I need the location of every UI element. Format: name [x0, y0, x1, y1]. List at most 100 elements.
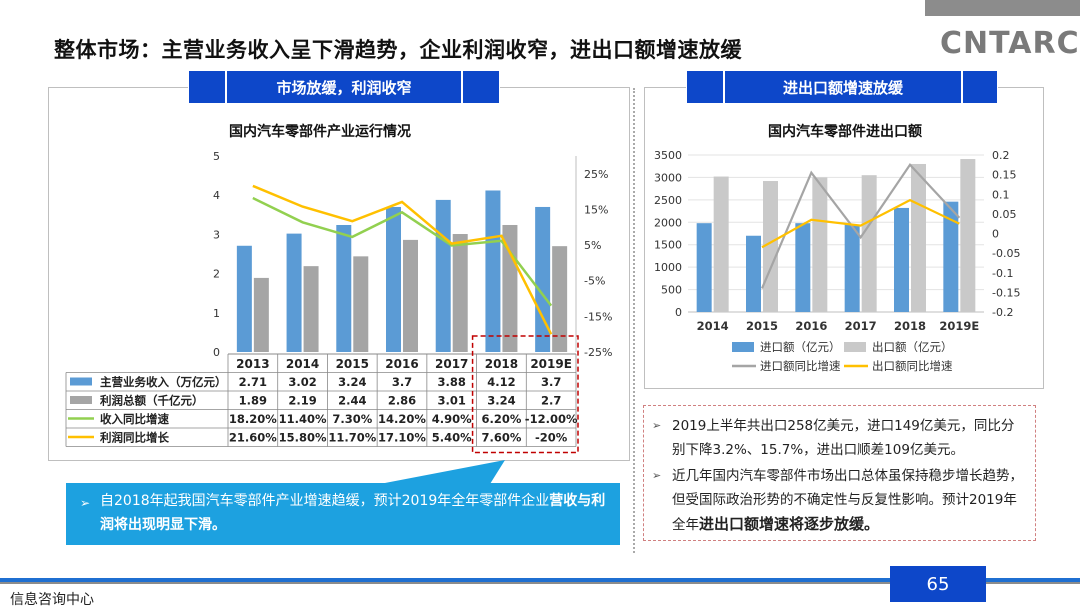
x-tick-label: 2019E — [939, 319, 979, 333]
export-bar — [812, 177, 828, 312]
y2-tick-label: -15% — [584, 310, 612, 323]
table-cell: 3.7 — [541, 375, 561, 389]
notes-box: ➢ 2019上半年共出口258亿美元，进口149亿美元，同比分别下降3.2%、1… — [643, 405, 1036, 541]
table-cell: 4.12 — [487, 375, 515, 389]
company-logo: CNTARC — [940, 26, 1080, 61]
table-cell: 4.90% — [432, 412, 472, 426]
table-cell: 3.24 — [487, 394, 515, 408]
table-cell: 11.40% — [279, 412, 327, 426]
highlight-box — [471, 335, 579, 454]
import-bar — [795, 223, 811, 312]
legend-label: 进口额同比增速 — [760, 359, 841, 373]
legend-swatch — [70, 396, 92, 404]
table-cell: 7.60% — [481, 431, 521, 445]
table-cell: 2.86 — [388, 394, 416, 408]
legend-label: 利润同比增长 — [99, 431, 169, 445]
y2-tick-label: 0.1 — [992, 188, 1010, 201]
table-cell: 11.70% — [328, 431, 376, 445]
profit-growth-line — [252, 184, 553, 335]
y2-tick-label: 25% — [584, 168, 608, 181]
x-tick-label: 2013 — [236, 357, 269, 371]
right-header-left-block — [686, 70, 724, 104]
x-tick-label: 2015 — [336, 357, 369, 371]
legend-label: 出口额（亿元） — [872, 340, 953, 354]
export-growth-line — [761, 198, 960, 249]
x-tick-label: 2018 — [485, 357, 518, 371]
note-item: ➢ 近几年国内汽车零部件市场出口总体虽保持稳步增长趋势，但受国际政治形势的不确定… — [652, 464, 1027, 537]
table-cell: 17.10% — [378, 431, 426, 445]
y-tick-label: 1000 — [654, 261, 682, 274]
table-cell: 2.71 — [239, 375, 267, 389]
table-cell: -20% — [535, 431, 568, 445]
right-header: 进出口额增速放缓 — [724, 70, 962, 104]
table-cell: 15.80% — [279, 431, 327, 445]
y2-tick-label: 5% — [584, 239, 601, 252]
left-header-right-block — [462, 70, 500, 104]
y2-tick-label: 0 — [992, 228, 999, 241]
x-tick-label: 2015 — [746, 319, 778, 333]
y-tick-label: 5 — [213, 150, 220, 163]
import-bar — [894, 207, 909, 312]
revenue-bar — [485, 190, 501, 352]
note-item: ➢ 2019上半年共出口258亿美元，进口149亿美元，同比分别下降3.2%、1… — [652, 414, 1027, 462]
legend-swatch — [732, 342, 754, 352]
revenue-bar — [386, 206, 401, 352]
table-cell: 14.20% — [378, 412, 426, 426]
table-cell: -12.00% — [525, 412, 578, 426]
callout-arrow-icon: ➢ — [80, 496, 91, 510]
y2-tick-label: 15% — [584, 203, 608, 216]
note-arrow-icon: ➢ — [652, 469, 662, 482]
import-bar — [696, 223, 712, 312]
profit-bar — [403, 239, 418, 352]
y2-tick-label: -0.1 — [992, 267, 1013, 280]
revenue-bar — [435, 199, 451, 352]
table-cell: 3.01 — [438, 394, 466, 408]
y2-tick-label: 0.2 — [992, 149, 1010, 162]
x-tick-label: 2014 — [697, 319, 729, 333]
export-bar — [861, 175, 877, 312]
table-cell: 1.89 — [239, 394, 267, 408]
note-text-1: 2019上半年共出口258亿美元，进口149亿美元，同比分别下降3.2%、15.… — [672, 418, 1015, 458]
y-tick-label: 3500 — [654, 149, 682, 162]
note-bold-text: 进出口额增速将逐步放缓。 — [699, 515, 880, 533]
profit-bar — [552, 246, 568, 352]
export-bar — [911, 163, 926, 312]
top-accent-bar — [925, 0, 1080, 16]
bottom-rule — [0, 578, 1080, 582]
profit-bar — [253, 277, 269, 352]
note-arrow-icon: ➢ — [652, 419, 662, 432]
legend-label: 收入同比增速 — [100, 412, 169, 426]
x-tick-label: 2018 — [894, 319, 926, 333]
profit-bar — [353, 256, 369, 352]
y-tick-label: 3000 — [654, 171, 682, 184]
y2-tick-label: -0.15 — [992, 286, 1020, 299]
table-cell: 2.7 — [541, 394, 561, 408]
left-callout: ➢ 自2018年起我国汽车零部件产业增速趋缓，预计2019年全年零部件企业营收与… — [66, 483, 620, 545]
left-chart-title: 国内汽车零部件产业运行情况 — [229, 124, 411, 140]
table-cell: 3.24 — [338, 375, 366, 389]
legend-swatch — [70, 377, 92, 386]
y-tick-label: 2000 — [654, 216, 682, 229]
revenue-bar — [336, 224, 352, 352]
table-cell: 6.20% — [481, 412, 521, 426]
x-tick-label: 2017 — [845, 319, 877, 333]
legend-label: 主营业务收入（万亿元） — [100, 375, 227, 389]
table-cell: 2.19 — [288, 394, 316, 408]
callout-pointer — [380, 460, 505, 484]
y-tick-label: 3 — [213, 228, 220, 241]
left-header-left-block — [188, 70, 226, 104]
y2-tick-label: -0.05 — [992, 247, 1020, 260]
revenue-bar — [236, 245, 252, 352]
y-tick-label: 1 — [213, 307, 220, 320]
x-tick-label: 2019E — [530, 357, 572, 371]
y2-tick-label: -5% — [584, 275, 605, 288]
revenue-bar — [535, 206, 551, 352]
bottom-rule-gray — [0, 582, 1080, 584]
page-number: 65 — [890, 566, 986, 602]
profit-bar — [303, 266, 319, 352]
y-tick-label: 4 — [213, 189, 220, 202]
table-cell: 21.60% — [229, 431, 277, 445]
y-tick-label: 2 — [213, 268, 220, 281]
legend-label: 进口额（亿元） — [760, 340, 841, 354]
y2-tick-label: -25% — [584, 346, 612, 359]
